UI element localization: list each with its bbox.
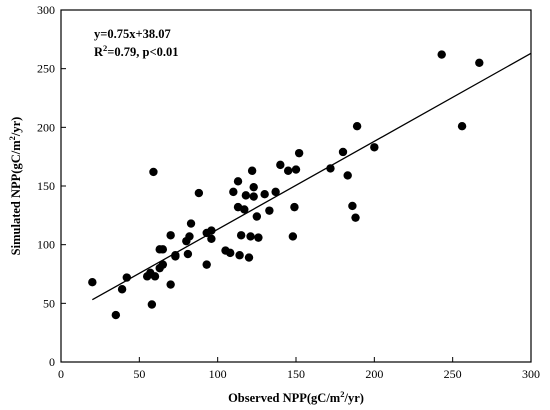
data-point (247, 166, 257, 175)
data-point (351, 213, 360, 222)
x-axis-title: Observed NPP(gC/m2/yr) (228, 389, 364, 405)
data-point (294, 148, 304, 158)
data-point (171, 251, 180, 260)
y-tick-label: 0 (49, 355, 55, 369)
x-tick-label: 150 (287, 367, 305, 381)
data-point (370, 143, 379, 152)
data-point (88, 278, 97, 287)
data-point (158, 245, 168, 254)
x-tick-label: 50 (133, 367, 145, 381)
data-point (276, 160, 285, 170)
data-point (326, 164, 335, 173)
data-point (283, 166, 293, 175)
data-point (240, 205, 249, 214)
y-tick-label: 50 (43, 296, 55, 310)
data-point (111, 310, 121, 320)
data-point (249, 182, 258, 192)
data-point (207, 226, 216, 235)
data-point (150, 272, 160, 281)
data-point (207, 234, 216, 243)
data-point (246, 232, 255, 241)
data-point (226, 248, 235, 258)
regression-line (92, 52, 532, 301)
data-point (338, 147, 348, 157)
data-point (343, 171, 352, 180)
data-point (271, 187, 280, 197)
x-tick-label: 200 (365, 367, 383, 381)
data-point (254, 233, 263, 242)
x-tick-label: 0 (58, 367, 64, 381)
data-point (166, 231, 175, 240)
data-point (235, 251, 244, 260)
y-axis-title: Simulated NPP(gC/m2/yr) (7, 117, 23, 256)
data-point (236, 231, 246, 240)
x-tick-label: 300 (522, 367, 540, 381)
data-point (185, 232, 194, 241)
data-point (194, 188, 204, 198)
y-tick-label: 300 (37, 3, 55, 17)
y-tick-label: 100 (37, 238, 55, 252)
x-tick-label: 100 (209, 367, 227, 381)
data-point (202, 260, 211, 269)
y-tick-label: 200 (37, 120, 55, 134)
data-point (147, 300, 157, 309)
equation-label: y=0.75x+38.07 (94, 27, 171, 41)
data-point (348, 201, 357, 211)
data-point (229, 187, 238, 197)
data-point (260, 190, 269, 199)
r2-label: R2=0.79, p<0.01 (94, 43, 178, 59)
data-point (290, 202, 299, 212)
data-point (352, 121, 362, 131)
data-point (265, 206, 274, 215)
data-point (149, 167, 158, 177)
y-tick-label: 250 (37, 62, 55, 76)
data-point (166, 280, 175, 289)
axis-ticks: 0 50 100 150 200 250 300 0 50 100 150 200 250 300 (37, 3, 540, 381)
y-tick-label: 150 (37, 179, 55, 193)
data-point (291, 165, 301, 174)
data-points (88, 50, 484, 320)
data-point (252, 212, 262, 221)
data-point (183, 249, 193, 259)
data-point (288, 232, 298, 241)
data-point (186, 219, 196, 228)
data-point (437, 50, 446, 59)
data-point (158, 260, 168, 269)
data-point (457, 121, 467, 131)
data-point (475, 58, 484, 67)
data-point (117, 285, 127, 294)
plot-area: 0 50 100 150 200 250 300 0 50 100 150 200 250 300 (37, 3, 540, 381)
data-point (233, 177, 243, 186)
data-point (241, 191, 251, 200)
x-tick-label: 250 (444, 367, 462, 381)
data-point (249, 192, 258, 201)
data-point (244, 253, 254, 262)
